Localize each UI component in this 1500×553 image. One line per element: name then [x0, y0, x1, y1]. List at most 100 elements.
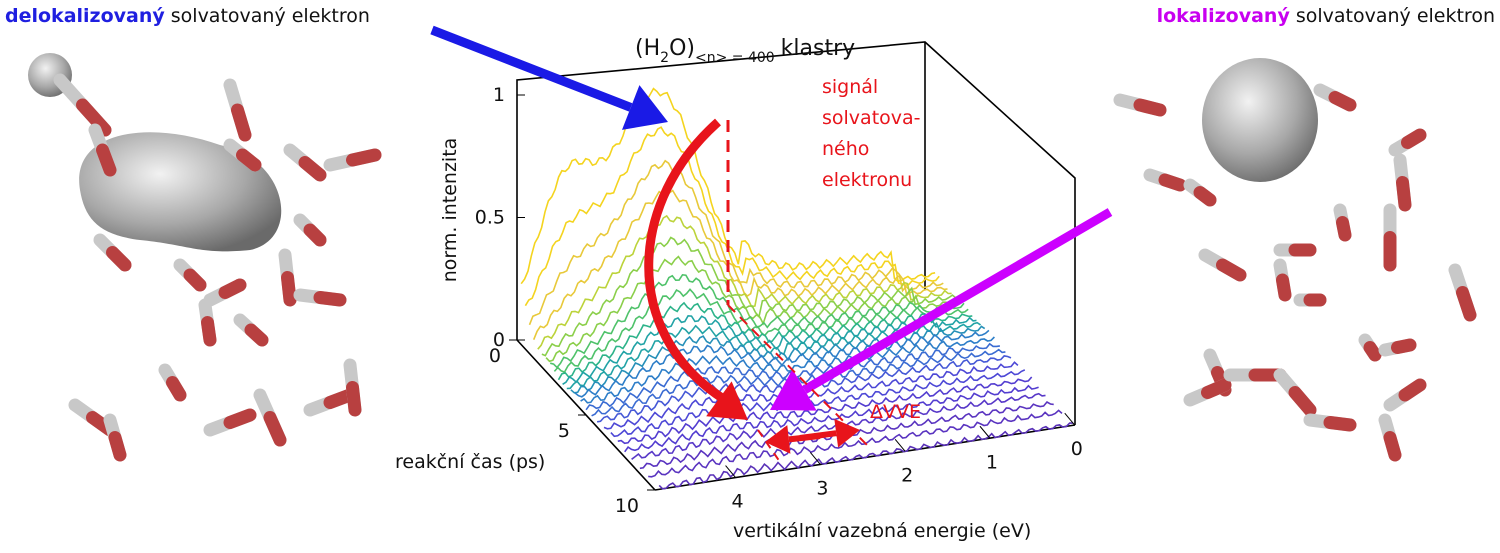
curve — [603, 361, 1019, 430]
rod-red — [1201, 378, 1232, 399]
rod-red — [76, 98, 112, 137]
blob — [79, 132, 282, 252]
decoration — [28, 53, 1477, 462]
energy-tick — [809, 452, 821, 465]
curve — [610, 369, 1026, 438]
arrows — [430, 25, 1113, 463]
rest: solvatovaný elektron — [171, 5, 370, 27]
energy-tick — [979, 425, 991, 439]
curve — [545, 255, 961, 363]
rod-red — [1276, 273, 1292, 302]
t: <n> = 400 — [695, 50, 775, 66]
arrow-head — [834, 418, 860, 448]
rod-red — [1158, 173, 1187, 192]
curve — [624, 384, 1039, 453]
annotation-line: solvatova- — [822, 107, 921, 129]
rod-red — [1216, 258, 1247, 282]
energy-tick-label: 3 — [816, 477, 828, 499]
time-tick-label: 5 — [558, 420, 570, 442]
time-tick-label: 10 — [615, 495, 639, 517]
curve — [557, 301, 973, 381]
rod-red — [244, 323, 269, 347]
rod-red — [1323, 416, 1357, 432]
curve — [648, 409, 1063, 478]
arrow-head — [622, 85, 668, 130]
plot-title: (H2O)<n> = 400 klastry — [635, 36, 855, 66]
arrow-shaft — [802, 208, 1113, 394]
curve — [537, 214, 952, 350]
rod-red — [323, 388, 357, 409]
rod-red — [298, 156, 327, 182]
curve — [532, 189, 948, 341]
energy-tick-label: 2 — [901, 464, 913, 486]
z-tick-label: 1 — [493, 84, 505, 106]
right-label: lokalizovaný solvatovaný elektron — [1157, 5, 1495, 27]
rod-red — [281, 271, 297, 307]
t: 2 — [660, 50, 669, 66]
arrow-head — [770, 369, 817, 411]
z-tick-label: 0 — [493, 329, 505, 351]
rod-red — [223, 408, 257, 429]
energy-axis-label: vertikální vazebná energie (eV) — [733, 520, 1031, 542]
rod-red — [108, 431, 127, 462]
time-tick-label: 0 — [489, 345, 501, 367]
rod-red — [346, 381, 362, 417]
t: (H — [635, 36, 660, 61]
bold: delokalizovaný — [5, 5, 165, 27]
blob — [1202, 58, 1318, 182]
arrow-head — [706, 381, 748, 420]
rod-red — [96, 143, 117, 177]
left-label: delokalizovaný solvatovaný elektron — [5, 5, 370, 27]
annotation-line: signál — [822, 76, 878, 98]
rod-red — [106, 246, 132, 272]
curve — [617, 376, 1033, 445]
rod-red — [1328, 91, 1357, 112]
energy-tick — [1064, 412, 1076, 426]
arrow-shaft — [799, 430, 837, 441]
t: klastry — [781, 36, 856, 61]
rod-red — [218, 278, 247, 299]
annotation-line: elektronu — [822, 169, 912, 191]
rest: solvatovaný elektron — [1296, 5, 1495, 27]
arrow-shaft — [430, 25, 633, 112]
energy-tick — [894, 439, 906, 452]
curve — [591, 348, 1006, 417]
energy-tick — [725, 465, 736, 478]
rod-red — [231, 103, 252, 142]
rod-red — [166, 376, 187, 402]
energy-tick-label: 0 — [1071, 438, 1083, 460]
curve — [541, 236, 957, 357]
rod-red — [1363, 341, 1382, 362]
bold: lokalizovaný — [1157, 5, 1291, 27]
time-axis-label: reakční čas (ps) — [395, 451, 545, 473]
energy-tick-label: 1 — [986, 451, 998, 473]
rod-red — [313, 291, 347, 307]
dash — [757, 429, 781, 463]
rod-red — [1396, 176, 1412, 212]
rod-red — [236, 148, 262, 172]
rod-red — [1193, 186, 1217, 207]
rod-red — [1288, 386, 1317, 417]
plot-box — [516, 41, 1076, 491]
rod-red — [183, 268, 207, 292]
z-axis-label: norm. intenzita — [439, 138, 461, 283]
arrow-shaft — [699, 384, 720, 400]
rod-red — [201, 316, 217, 347]
delta-label: ΔVVE — [870, 401, 921, 423]
rod-red — [1133, 98, 1167, 117]
z-tick-label: 0.5 — [475, 207, 505, 229]
curve — [658, 422, 1074, 490]
curve — [570, 325, 986, 394]
arrow-head — [765, 425, 791, 454]
rod-red — [263, 411, 287, 447]
rod-red — [1398, 378, 1427, 402]
t: O) — [669, 36, 695, 61]
rod-red — [1383, 431, 1402, 462]
curve — [553, 288, 969, 374]
rod-red — [1391, 338, 1417, 354]
curved-arrow — [644, 118, 725, 402]
rod-red — [1401, 128, 1427, 149]
curve — [580, 336, 995, 404]
rod-red — [303, 223, 327, 247]
